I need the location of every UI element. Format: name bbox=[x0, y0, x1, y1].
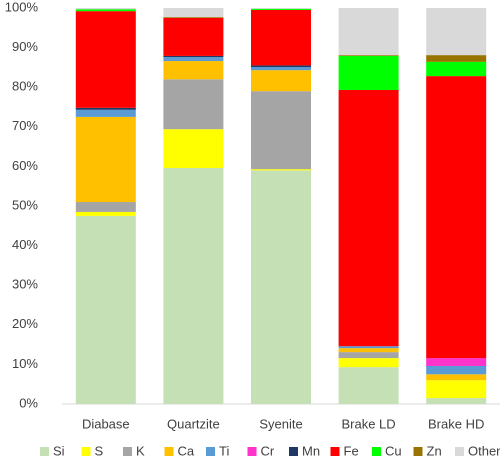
y-tick-label: 80% bbox=[12, 79, 38, 94]
x-tick-label: Quartzite bbox=[167, 416, 220, 431]
bar-segment bbox=[75, 116, 136, 203]
legend-swatch bbox=[81, 447, 91, 456]
bar-segment bbox=[426, 76, 487, 359]
y-tick-label: 70% bbox=[12, 118, 38, 133]
y-tick-label: 40% bbox=[12, 237, 38, 252]
y-tick-label: 10% bbox=[12, 356, 38, 371]
bar-segment bbox=[251, 8, 311, 9]
y-tick-label: 0% bbox=[19, 395, 38, 410]
bar-segment bbox=[426, 8, 487, 56]
bar-segment bbox=[163, 55, 224, 58]
bar-segment bbox=[163, 8, 224, 18]
bar-segment bbox=[426, 55, 487, 62]
bar-segment bbox=[163, 129, 224, 168]
y-tick-label: 50% bbox=[12, 197, 38, 212]
bar-segment bbox=[426, 358, 487, 366]
bar-segment bbox=[338, 358, 399, 368]
bar-segment bbox=[251, 67, 311, 71]
bar-segment bbox=[338, 89, 399, 347]
legend-label: Mn bbox=[302, 443, 320, 458]
legend-label: Ti bbox=[219, 443, 229, 458]
bar-segment bbox=[251, 169, 311, 171]
bar-segment bbox=[338, 367, 399, 404]
bar-segment bbox=[251, 8, 311, 10]
y-tick-label: 30% bbox=[12, 277, 38, 292]
bar-segment bbox=[338, 352, 399, 359]
bar-segment bbox=[426, 398, 487, 404]
bar-segment bbox=[75, 202, 136, 212]
bar-segment bbox=[75, 8, 136, 10]
bar-segment bbox=[251, 65, 311, 68]
bar-segment bbox=[338, 8, 399, 56]
bar-segment bbox=[75, 211, 136, 216]
bar-segment bbox=[426, 380, 487, 399]
y-tick-label: 60% bbox=[12, 158, 38, 173]
bar-segment bbox=[163, 57, 224, 62]
legend-label: Cu bbox=[385, 443, 402, 458]
bar-segment bbox=[163, 17, 224, 56]
bar-segment bbox=[163, 61, 224, 80]
legend-swatch bbox=[289, 447, 298, 456]
legend-swatch bbox=[164, 447, 174, 456]
bar-segment bbox=[75, 9, 136, 12]
bar-segment bbox=[251, 9, 311, 66]
legend-label: Cr bbox=[261, 443, 275, 458]
y-tick-label: 20% bbox=[12, 316, 38, 331]
bar-segment bbox=[426, 365, 487, 375]
bar-segment bbox=[75, 11, 136, 108]
bar-segment bbox=[338, 346, 399, 349]
bar-segment bbox=[163, 17, 224, 18]
legend-swatch bbox=[123, 447, 132, 456]
legend-label: Si bbox=[53, 443, 65, 458]
x-tick-label: Brake LD bbox=[341, 416, 395, 431]
bar-segment bbox=[75, 215, 136, 404]
legend-swatch bbox=[413, 447, 423, 456]
x-tick-label: Diabase bbox=[82, 416, 130, 431]
legend-swatch bbox=[206, 447, 215, 456]
bar-segment bbox=[426, 374, 487, 381]
bar-segment bbox=[163, 79, 224, 130]
legend-swatch bbox=[40, 447, 49, 456]
y-tick-label: 90% bbox=[12, 39, 38, 54]
bar-segment bbox=[251, 70, 311, 92]
bar-segment bbox=[75, 107, 136, 110]
x-tick-label: Brake HD bbox=[428, 416, 484, 431]
bar-segment bbox=[338, 348, 399, 353]
legend-label: S bbox=[95, 443, 104, 458]
legend-label: Others bbox=[468, 443, 500, 458]
legend-swatch bbox=[455, 447, 464, 456]
legend-swatch bbox=[372, 447, 381, 456]
legend-label: Ca bbox=[178, 443, 195, 458]
bar-segment bbox=[251, 91, 311, 170]
x-tick-label: Syenite bbox=[259, 416, 302, 431]
bar-segment bbox=[338, 55, 399, 56]
bar-segment bbox=[338, 55, 399, 90]
y-tick-label: 100% bbox=[5, 0, 39, 14]
legend-swatch bbox=[330, 447, 340, 456]
bar-segment bbox=[251, 170, 311, 404]
legend-label: K bbox=[136, 443, 145, 458]
legend-label: Zn bbox=[427, 443, 442, 458]
bar-segment bbox=[163, 167, 224, 404]
bar-segment bbox=[75, 109, 136, 117]
legend-swatch bbox=[247, 447, 257, 456]
bar-segment bbox=[426, 61, 487, 77]
legend-label: Fe bbox=[344, 443, 359, 458]
